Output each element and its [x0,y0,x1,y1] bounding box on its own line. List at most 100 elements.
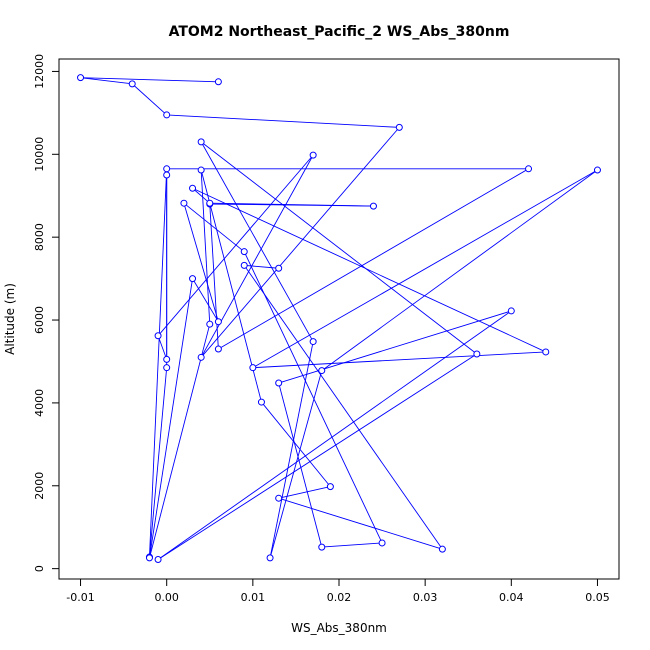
data-point [214,345,222,353]
series-line-segment [157,154,314,337]
series-line-segment [244,264,279,269]
data-point [163,111,171,119]
x-tick-label: 0.02 [327,591,352,604]
series-line-segment [166,114,400,128]
data-point [214,318,222,326]
y-tick-label: 8000 [33,223,46,251]
x-tick-label: 0.05 [585,591,610,604]
data-point [214,78,222,86]
data-point [163,364,171,372]
data-point [206,320,214,328]
series-line-segment [278,486,331,499]
data-point [507,307,515,315]
x-axis: -0.01 0.00 0.01 0.02 0.03 0.04 0.05 [66,578,610,604]
y-axis: 0 2000 4000 6000 8000 10000 12000 [33,54,60,572]
series-line-segment [157,353,478,560]
series-line-segment [200,169,262,403]
data-point [197,166,205,174]
series-line-segment [269,341,314,558]
series-line-segment [149,324,211,558]
series-line-segment [183,203,219,322]
data-point [257,398,265,406]
data-point [266,554,274,562]
series-line-segment [149,278,193,558]
series-line-segment [200,127,400,358]
series-line-segment [218,168,529,350]
data-point [240,248,248,256]
data-point [318,543,326,551]
data-point [206,199,214,207]
x-tick-label: -0.01 [66,591,94,604]
series-lines [80,77,598,560]
x-tick-label: 0.00 [154,591,179,604]
x-axis-label: WS_Abs_380nm [291,621,387,635]
y-tick-label: 6000 [33,306,46,334]
series-line-segment [149,168,168,558]
data-point [309,338,317,346]
series-line-segment [157,310,512,560]
y-tick-label: 12000 [33,54,46,89]
series-line-segment [321,169,598,371]
data-point [180,199,188,207]
x-tick-label: 0.01 [241,591,266,604]
series-line-segment [192,187,211,204]
data-point [163,171,171,179]
data-point [275,264,283,272]
data-point [197,138,205,146]
data-point [378,539,386,547]
data-point [197,353,205,361]
data-point [438,545,446,553]
series-line-segment [278,310,512,384]
y-tick-label: 10000 [33,137,46,172]
data-point [525,165,533,173]
data-point [128,80,136,88]
data-point [249,364,257,372]
data-point [77,74,85,82]
data-point [275,379,283,387]
series-line-segment [321,542,383,548]
data-point [542,348,550,356]
data-point [154,332,162,340]
series-line-segment [278,497,443,550]
series-line-segment [269,370,323,558]
y-tick-label: 2000 [33,472,46,500]
series-points [77,74,601,564]
x-tick-label: 0.03 [413,591,438,604]
data-point [593,166,601,174]
data-point [473,350,481,358]
series-line-segment [252,351,546,369]
data-point [154,556,162,564]
x-tick-label: 0.04 [499,591,524,604]
y-axis-label: Altitude (m) [3,283,17,355]
data-point [318,367,326,375]
data-point [145,554,153,562]
y-tick-label: 4000 [33,389,46,417]
chart-title: ATOM2 Northeast_Pacific_2 WS_Abs_380nm [169,24,510,40]
data-point [189,184,197,192]
series-line-segment [80,77,219,83]
series-line-segment [200,170,211,325]
data-point [326,483,334,491]
series-line-segment [209,202,374,207]
series-line-segment [200,141,478,355]
data-point [275,494,283,502]
y-tick-label: 0 [33,565,46,572]
data-point [163,355,171,363]
series-line-segment [183,202,245,253]
data-point [240,261,248,269]
plot-frame [58,58,620,580]
series-line-segment [192,187,546,353]
data-point [395,123,403,131]
data-point [189,275,197,283]
series-line-segment [149,367,168,558]
series-line-segment [243,251,383,544]
data-point [163,165,171,173]
series-line-segment [243,265,443,550]
data-point [309,151,317,159]
data-point [369,202,377,210]
series-line-segment [261,401,331,487]
series-line-segment [278,382,323,548]
series-line-segment [131,83,167,116]
series-line-segment [200,141,314,342]
